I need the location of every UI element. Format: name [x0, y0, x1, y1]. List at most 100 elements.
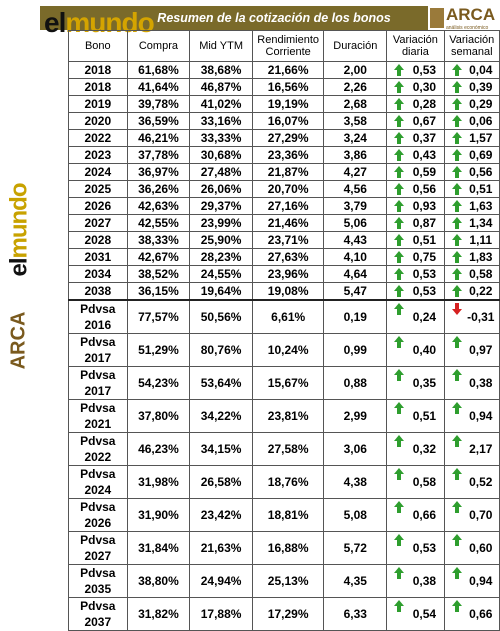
cell-bono: 2031 [68, 248, 128, 266]
cell-var-diaria-value: 0,35 [412, 376, 437, 390]
cell-var-diaria: 0,53 [386, 531, 445, 565]
cell-var-diaria: 0,51 [386, 399, 445, 433]
arrow-up-icon [394, 567, 405, 579]
cell-rendimiento: 18,81% [251, 498, 325, 532]
cell-mid-ytm: 34,22% [189, 399, 253, 433]
cell-rendimiento: 21,66% [251, 61, 325, 79]
arrow-up-icon [451, 81, 462, 93]
cell-rendimiento: 16,88% [251, 531, 325, 565]
cell-var-diaria: 0,53 [386, 265, 445, 283]
cell-var-semanal: 0,70 [443, 498, 500, 532]
cell-var-semanal-value: 0,04 [469, 63, 493, 77]
cell-duracion: 2,99 [323, 399, 388, 433]
table-row: Pdvsa 2027 31,84% 21,63% 16,88% 5,72 0,53 0,60 [68, 531, 500, 565]
table-row: Pdvsa 2017 51,29% 80,76% 10,24% 0,99 0,40 0,97 [68, 333, 500, 367]
table-row: 2034 38,52% 24,55% 23,96% 4,64 0,53 0,58 [68, 265, 500, 283]
cell-bono: 2034 [68, 265, 128, 283]
cell-var-diaria-value: 0,28 [412, 97, 437, 111]
arrow-up-icon [451, 435, 462, 447]
cell-var-diaria: 0,56 [386, 180, 445, 198]
table-row: 2028 38,33% 25,90% 23,71% 4,43 0,51 1,11 [68, 231, 500, 249]
arrow-up-icon [451, 501, 462, 513]
cell-duracion: 3,06 [323, 432, 388, 466]
cell-var-diaria-value: 0,24 [412, 310, 437, 324]
arrow-up-icon [394, 149, 405, 161]
arca-logo-name: ARCA [446, 5, 496, 24]
table-row: 2020 36,59% 33,16% 16,07% 3,58 0,67 0,06 [68, 112, 500, 130]
cell-var-diaria: 0,51 [386, 231, 445, 249]
col-header-var-diaria: Variación diaria [386, 30, 445, 62]
cell-compra: 38,33% [126, 231, 191, 249]
arrow-up-icon [451, 132, 462, 144]
cell-rendimiento: 15,67% [251, 366, 325, 400]
cell-rendimiento: 19,19% [251, 95, 325, 113]
arrow-up-icon [451, 336, 462, 348]
cell-bono: 2018 [68, 78, 128, 96]
cell-bono: 2023 [68, 146, 128, 164]
cell-compra: 36,97% [126, 163, 191, 181]
arrow-up-icon [394, 166, 405, 178]
arrow-up-icon [394, 268, 405, 280]
cell-var-semanal-value: 1,57 [469, 131, 493, 145]
arrow-up-icon [394, 435, 405, 447]
cell-compra: 37,78% [126, 146, 191, 164]
cell-compra: 38,80% [126, 564, 191, 598]
arrow-up-icon [451, 600, 462, 612]
table-row: Pdvsa 2037 31,82% 17,88% 17,29% 6,33 0,54 0,66 [68, 597, 500, 631]
arrow-up-icon [451, 534, 462, 546]
cell-var-semanal-value: 1,34 [469, 216, 493, 230]
cell-var-diaria-value: 0,53 [412, 284, 437, 298]
cell-var-semanal-value: 0,94 [469, 409, 493, 423]
table-row: 2027 42,55% 23,99% 21,46% 5,06 0,87 1,34 [68, 214, 500, 232]
cell-rendimiento: 21,46% [251, 214, 325, 232]
arrow-up-icon [394, 217, 405, 229]
cell-compra: 38,52% [126, 265, 191, 283]
table-body: 2018 61,68% 38,68% 21,66% 2,00 0,53 0,04 2018 41… [68, 61, 500, 631]
cell-mid-ytm: 17,88% [189, 597, 253, 631]
cell-mid-ytm: 21,63% [189, 531, 253, 565]
cell-compra: 46,23% [126, 432, 191, 466]
col-header-compra: Compra [126, 30, 191, 62]
cell-bono: 2022 [68, 129, 128, 147]
arrow-up-icon [451, 183, 462, 195]
arrow-up-icon [451, 402, 462, 414]
side-logo-el: el [5, 258, 32, 277]
cell-var-semanal-value: 0,51 [469, 182, 493, 196]
cell-bono: Pdvsa 2027 [68, 531, 128, 565]
col-header-rendimiento: Rendimiento Corriente [251, 30, 325, 62]
cell-var-semanal: 1,63 [443, 197, 500, 215]
cell-rendimiento: 23,36% [251, 146, 325, 164]
cell-var-semanal: 0,39 [443, 78, 500, 96]
cell-var-diaria-value: 0,43 [412, 148, 437, 162]
cell-var-diaria-value: 0,53 [412, 63, 437, 77]
arrow-up-icon [394, 336, 405, 348]
cell-bono: 2019 [68, 95, 128, 113]
cell-rendimiento: 6,61% [251, 299, 325, 334]
table-row: Pdvsa 2024 31,98% 26,58% 18,76% 4,38 0,58 0,52 [68, 465, 500, 499]
cell-var-semanal: 1,57 [443, 129, 500, 147]
cell-bono: 2028 [68, 231, 128, 249]
cell-compra: 31,90% [126, 498, 191, 532]
cell-var-semanal-value: 1,83 [469, 250, 493, 264]
arrow-up-icon [394, 501, 405, 513]
cell-var-diaria: 0,59 [386, 163, 445, 181]
cell-mid-ytm: 46,87% [189, 78, 253, 96]
arrow-up-icon [394, 132, 405, 144]
arrow-up-icon [394, 200, 405, 212]
cell-duracion: 3,24 [323, 129, 388, 147]
cell-var-semanal-value: 0,06 [469, 114, 493, 128]
side-logo-mundo: mundo [5, 183, 32, 259]
side-arca-logo: ARCA [4, 285, 34, 395]
cell-duracion: 5,47 [323, 282, 388, 301]
cell-var-semanal-value: 0,69 [469, 148, 493, 162]
cell-mid-ytm: 33,33% [189, 129, 253, 147]
cell-var-diaria-value: 0,67 [412, 114, 437, 128]
col-header-var-semanal: Variación semanal [443, 30, 500, 62]
cell-mid-ytm: 29,37% [189, 197, 253, 215]
arrow-up-icon [394, 534, 405, 546]
table-row: 2022 46,21% 33,33% 27,29% 3,24 0,37 1,57 [68, 129, 500, 147]
cell-var-semanal: 0,52 [443, 465, 500, 499]
cell-var-diaria-value: 0,37 [412, 131, 437, 145]
cell-var-semanal-value: 0,29 [469, 97, 493, 111]
cell-var-diaria: 0,40 [386, 333, 445, 367]
